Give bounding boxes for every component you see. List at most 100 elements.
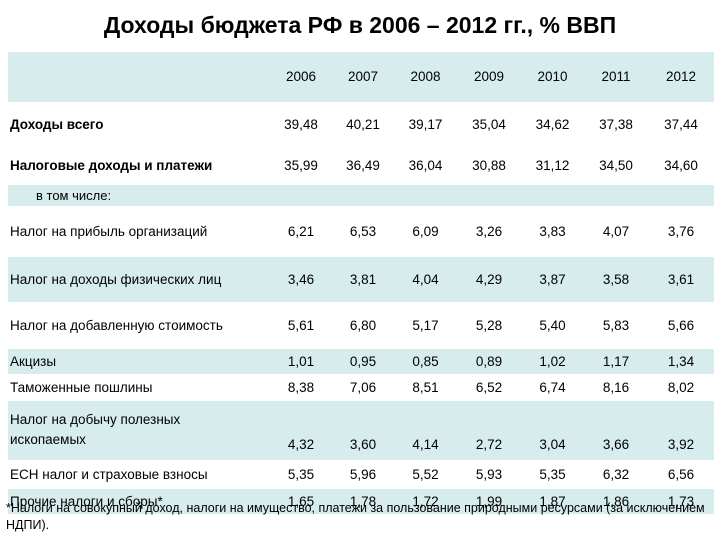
subheading-label: в том числе:: [8, 184, 270, 207]
value-cell: 2,72: [457, 400, 521, 461]
row-label: Таможенные пошлины: [8, 374, 270, 401]
value-cell: 5,66: [648, 302, 714, 349]
value-cell: 6,32: [584, 460, 648, 489]
value-cell: 5,83: [584, 302, 648, 349]
value-cell: 3,66: [584, 400, 648, 461]
table-row: Налог на добавленную стоимость 5,61 6,80…: [8, 302, 714, 349]
value-cell: 5,40: [521, 302, 584, 349]
value-cell: 0,95: [332, 348, 394, 375]
value-cell: 6,80: [332, 302, 394, 349]
value-cell: 36,49: [332, 146, 394, 185]
value-cell: 1,01: [270, 348, 332, 375]
value-cell: 3,04: [521, 400, 584, 461]
value-cell: 3,60: [332, 400, 394, 461]
value-cell: 3,58: [584, 256, 648, 303]
table-row: Акцизы 1,01 0,95 0,85 0,89 1,02 1,17 1,3…: [8, 348, 714, 375]
value-cell: 5,35: [521, 460, 584, 489]
value-cell: 6,21: [270, 206, 332, 257]
value-cell: 3,26: [457, 206, 521, 257]
table-row: Доходы всего 39,48 40,21 39,17 35,04 34,…: [8, 102, 714, 147]
value-cell: 3,92: [648, 400, 714, 461]
footnote: *Налоги на совокупный доход, налоги на и…: [6, 501, 705, 532]
value-cell: 39,48: [270, 102, 332, 147]
value-cell: 8,51: [394, 374, 457, 401]
value-cell: 30,88: [457, 146, 521, 185]
value-cell: 6,56: [648, 460, 714, 489]
row-label: Доходы всего: [8, 102, 270, 147]
value-cell: 1,86: [584, 488, 648, 515]
value-cell: 3,87: [521, 256, 584, 303]
subheading-row: в том числе:: [8, 184, 714, 207]
value-cell: 1,65: [270, 488, 332, 515]
value-cell: 6,74: [521, 374, 584, 401]
row-label: Прочие налоги и сборы*: [8, 488, 270, 515]
value-cell: 7,06: [332, 374, 394, 401]
value-cell: 4,29: [457, 256, 521, 303]
year-header: 2008: [394, 52, 457, 103]
table-row: Налог на прибыль организаций 6,21 6,53 6…: [8, 206, 714, 257]
value-cell: 1,87: [521, 488, 584, 515]
value-cell: 3,81: [332, 256, 394, 303]
value-cell: 0,89: [457, 348, 521, 375]
value-cell: 1,72: [394, 488, 457, 515]
value-cell: 8,16: [584, 374, 648, 401]
year-header: 2010: [521, 52, 584, 103]
row-label: ЕСН налог и страховые взносы: [8, 460, 270, 489]
value-cell: 3,83: [521, 206, 584, 257]
value-cell: 37,38: [584, 102, 648, 147]
value-cell: 4,07: [584, 206, 648, 257]
subheading-blank: [270, 184, 714, 207]
value-cell: 5,96: [332, 460, 394, 489]
row-label: Налог на доходы физических лиц: [8, 256, 270, 303]
value-cell: 1,34: [648, 348, 714, 375]
table-row: ЕСН налог и страховые взносы 5,35 5,96 5…: [8, 460, 714, 489]
value-cell: 5,61: [270, 302, 332, 349]
value-cell: 5,35: [270, 460, 332, 489]
value-cell: 37,44: [648, 102, 714, 147]
value-cell: 1,78: [332, 488, 394, 515]
value-cell: 5,28: [457, 302, 521, 349]
value-cell: 6,52: [457, 374, 521, 401]
year-header: 2009: [457, 52, 521, 103]
header-blank-cell: [8, 52, 270, 103]
value-cell: 5,52: [394, 460, 457, 489]
value-cell: 8,38: [270, 374, 332, 401]
table-row: Прочие налоги и сборы* 1,65 1,78 1,72 1,…: [8, 488, 714, 515]
row-label: Налог на прибыль организаций: [8, 206, 270, 257]
value-cell: 35,04: [457, 102, 521, 147]
table-row: Налоговые доходы и платежи 35,99 36,49 3…: [8, 146, 714, 185]
value-cell: 4,14: [394, 400, 457, 461]
value-cell: 1,73: [648, 488, 714, 515]
row-label: Налоговые доходы и платежи: [8, 146, 270, 185]
year-header: 2006: [270, 52, 332, 103]
value-cell: 39,17: [394, 102, 457, 147]
value-cell: 3,46: [270, 256, 332, 303]
value-cell: 1,99: [457, 488, 521, 515]
value-cell: 5,17: [394, 302, 457, 349]
value-cell: 3,61: [648, 256, 714, 303]
value-cell: 0,85: [394, 348, 457, 375]
value-cell: 4,04: [394, 256, 457, 303]
table-header-row: 2006 2007 2008 2009 2010 2011 2012: [8, 52, 714, 103]
value-cell: 40,21: [332, 102, 394, 147]
value-cell: 6,53: [332, 206, 394, 257]
value-cell: 1,02: [521, 348, 584, 375]
value-cell: 31,12: [521, 146, 584, 185]
row-label: Налог на добавленную стоимость: [8, 302, 270, 349]
value-cell: 8,02: [648, 374, 714, 401]
budget-revenue-table: 2006 2007 2008 2009 2010 2011 2012 Доход…: [8, 52, 714, 515]
value-cell: 34,62: [521, 102, 584, 147]
value-cell: 36,04: [394, 146, 457, 185]
year-header: 2012: [648, 52, 714, 103]
year-header: 2007: [332, 52, 394, 103]
value-cell: 3,76: [648, 206, 714, 257]
value-cell: 35,99: [270, 146, 332, 185]
table-row: Таможенные пошлины 8,38 7,06 8,51 6,52 6…: [8, 374, 714, 401]
row-label: Акцизы: [8, 348, 270, 375]
table-row: Налог на доходы физических лиц 3,46 3,81…: [8, 256, 714, 303]
value-cell: 1,17: [584, 348, 648, 375]
table-row: Налог на добычу полезных ископаемых 4,32…: [8, 400, 714, 461]
value-cell: 34,60: [648, 146, 714, 185]
value-cell: 6,09: [394, 206, 457, 257]
row-label: Налог на добычу полезных ископаемых: [8, 400, 270, 461]
